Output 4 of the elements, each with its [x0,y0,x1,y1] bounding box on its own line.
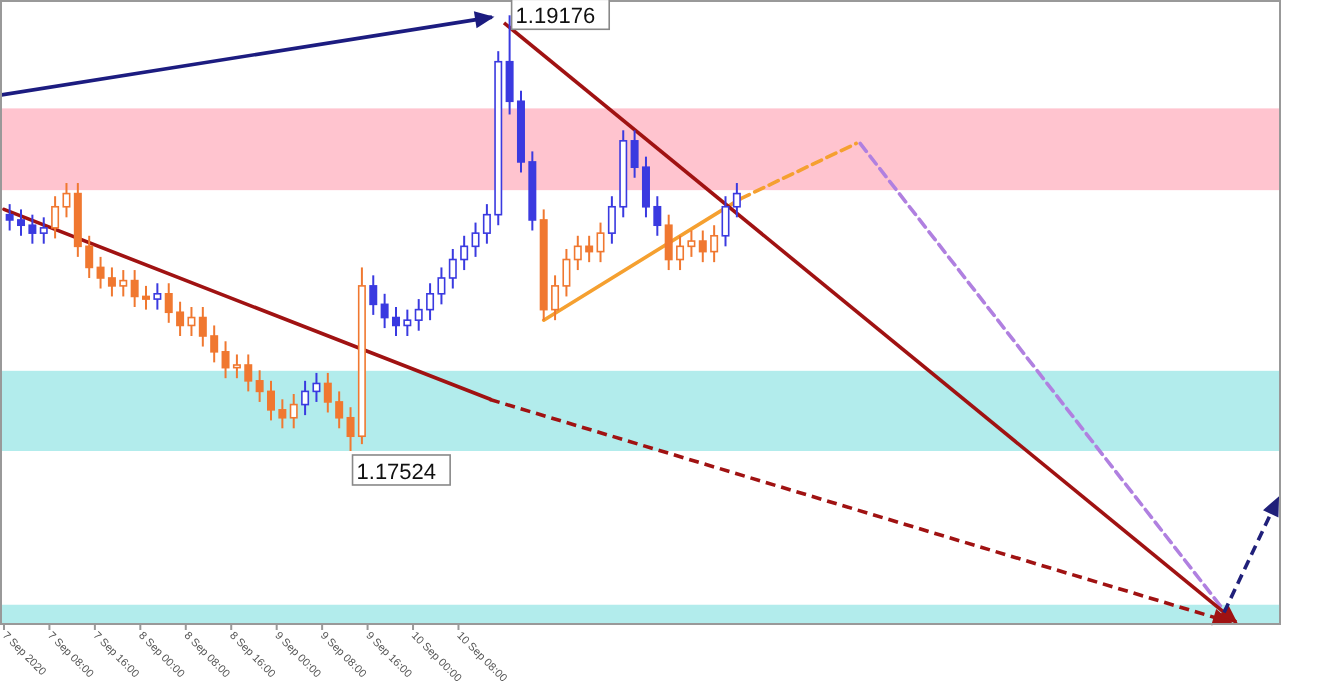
candlestick [153,282,162,311]
candlestick [369,274,378,316]
annotation: 1.17524 [356,460,437,485]
annotation: 1.19176 [515,5,596,30]
